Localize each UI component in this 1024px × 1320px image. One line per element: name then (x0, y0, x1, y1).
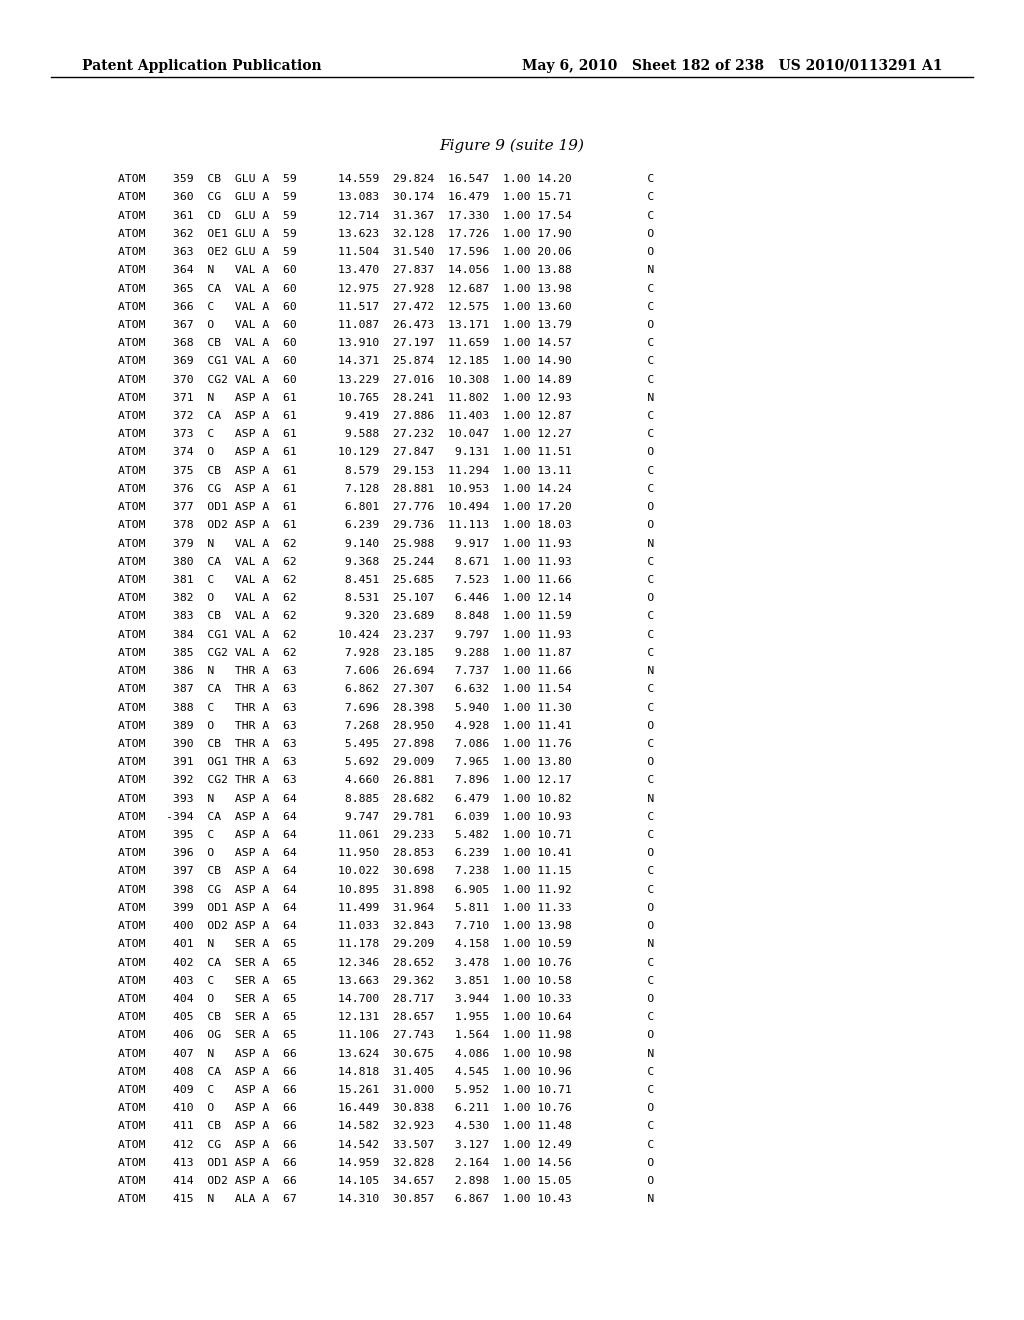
Text: ATOM   -394  CA  ASP A  64       9.747  29.781   6.039  1.00 10.93           C: ATOM -394 CA ASP A 64 9.747 29.781 6.039… (118, 812, 654, 822)
Text: ATOM    364  N   VAL A  60      13.470  27.837  14.056  1.00 13.88           N: ATOM 364 N VAL A 60 13.470 27.837 14.056… (118, 265, 654, 276)
Text: ATOM    385  CG2 VAL A  62       7.928  23.185   9.288  1.00 11.87           C: ATOM 385 CG2 VAL A 62 7.928 23.185 9.288… (118, 648, 654, 657)
Text: ATOM    366  C   VAL A  60      11.517  27.472  12.575  1.00 13.60           C: ATOM 366 C VAL A 60 11.517 27.472 12.575… (118, 302, 654, 312)
Text: ATOM    359  CB  GLU A  59      14.559  29.824  16.547  1.00 14.20           C: ATOM 359 CB GLU A 59 14.559 29.824 16.54… (118, 174, 654, 185)
Text: ATOM    414  OD2 ASP A  66      14.105  34.657   2.898  1.00 15.05           O: ATOM 414 OD2 ASP A 66 14.105 34.657 2.89… (118, 1176, 654, 1187)
Text: ATOM    412  CG  ASP A  66      14.542  33.507   3.127  1.00 12.49           C: ATOM 412 CG ASP A 66 14.542 33.507 3.127… (118, 1139, 654, 1150)
Text: ATOM    392  CG2 THR A  63       4.660  26.881   7.896  1.00 12.17           C: ATOM 392 CG2 THR A 63 4.660 26.881 7.896… (118, 775, 654, 785)
Text: ATOM    413  OD1 ASP A  66      14.959  32.828   2.164  1.00 14.56           O: ATOM 413 OD1 ASP A 66 14.959 32.828 2.16… (118, 1158, 654, 1168)
Text: ATOM    376  CG  ASP A  61       7.128  28.881  10.953  1.00 14.24           C: ATOM 376 CG ASP A 61 7.128 28.881 10.953… (118, 484, 654, 494)
Text: ATOM    401  N   SER A  65      11.178  29.209   4.158  1.00 10.59           N: ATOM 401 N SER A 65 11.178 29.209 4.158 … (118, 940, 654, 949)
Text: ATOM    408  CA  ASP A  66      14.818  31.405   4.545  1.00 10.96           C: ATOM 408 CA ASP A 66 14.818 31.405 4.545… (118, 1067, 654, 1077)
Text: ATOM    402  CA  SER A  65      12.346  28.652   3.478  1.00 10.76           C: ATOM 402 CA SER A 65 12.346 28.652 3.478… (118, 957, 654, 968)
Text: ATOM    400  OD2 ASP A  64      11.033  32.843   7.710  1.00 13.98           O: ATOM 400 OD2 ASP A 64 11.033 32.843 7.71… (118, 921, 654, 931)
Text: ATOM    410  O   ASP A  66      16.449  30.838   6.211  1.00 10.76           O: ATOM 410 O ASP A 66 16.449 30.838 6.211 … (118, 1104, 654, 1113)
Text: ATOM    370  CG2 VAL A  60      13.229  27.016  10.308  1.00 14.89           C: ATOM 370 CG2 VAL A 60 13.229 27.016 10.3… (118, 375, 654, 384)
Text: ATOM    406  OG  SER A  65      11.106  27.743   1.564  1.00 11.98           O: ATOM 406 OG SER A 65 11.106 27.743 1.564… (118, 1031, 654, 1040)
Text: ATOM    395  C   ASP A  64      11.061  29.233   5.482  1.00 10.71           C: ATOM 395 C ASP A 64 11.061 29.233 5.482 … (118, 830, 654, 840)
Text: ATOM    405  CB  SER A  65      12.131  28.657   1.955  1.00 10.64           C: ATOM 405 CB SER A 65 12.131 28.657 1.955… (118, 1012, 654, 1022)
Text: ATOM    360  CG  GLU A  59      13.083  30.174  16.479  1.00 15.71           C: ATOM 360 CG GLU A 59 13.083 30.174 16.47… (118, 193, 654, 202)
Text: ATOM    362  OE1 GLU A  59      13.623  32.128  17.726  1.00 17.90           O: ATOM 362 OE1 GLU A 59 13.623 32.128 17.7… (118, 228, 654, 239)
Text: ATOM    372  CA  ASP A  61       9.419  27.886  11.403  1.00 12.87           C: ATOM 372 CA ASP A 61 9.419 27.886 11.403… (118, 411, 654, 421)
Text: ATOM    371  N   ASP A  61      10.765  28.241  11.802  1.00 12.93           N: ATOM 371 N ASP A 61 10.765 28.241 11.802… (118, 393, 654, 403)
Text: ATOM    373  C   ASP A  61       9.588  27.232  10.047  1.00 12.27           C: ATOM 373 C ASP A 61 9.588 27.232 10.047 … (118, 429, 654, 440)
Text: ATOM    377  OD1 ASP A  61       6.801  27.776  10.494  1.00 17.20           O: ATOM 377 OD1 ASP A 61 6.801 27.776 10.49… (118, 502, 654, 512)
Text: ATOM    384  CG1 VAL A  62      10.424  23.237   9.797  1.00 11.93           C: ATOM 384 CG1 VAL A 62 10.424 23.237 9.79… (118, 630, 654, 640)
Text: ATOM    369  CG1 VAL A  60      14.371  25.874  12.185  1.00 14.90           C: ATOM 369 CG1 VAL A 60 14.371 25.874 12.1… (118, 356, 654, 367)
Text: Patent Application Publication: Patent Application Publication (82, 59, 322, 74)
Text: ATOM    381  C   VAL A  62       8.451  25.685   7.523  1.00 11.66           C: ATOM 381 C VAL A 62 8.451 25.685 7.523 1… (118, 576, 654, 585)
Text: ATOM    398  CG  ASP A  64      10.895  31.898   6.905  1.00 11.92           C: ATOM 398 CG ASP A 64 10.895 31.898 6.905… (118, 884, 654, 895)
Text: ATOM    382  O   VAL A  62       8.531  25.107   6.446  1.00 12.14           O: ATOM 382 O VAL A 62 8.531 25.107 6.446 1… (118, 593, 654, 603)
Text: ATOM    375  CB  ASP A  61       8.579  29.153  11.294  1.00 13.11           C: ATOM 375 CB ASP A 61 8.579 29.153 11.294… (118, 466, 654, 475)
Text: ATOM    390  CB  THR A  63       5.495  27.898   7.086  1.00 11.76           C: ATOM 390 CB THR A 63 5.495 27.898 7.086 … (118, 739, 654, 748)
Text: ATOM    403  C   SER A  65      13.663  29.362   3.851  1.00 10.58           C: ATOM 403 C SER A 65 13.663 29.362 3.851 … (118, 975, 654, 986)
Text: ATOM    407  N   ASP A  66      13.624  30.675   4.086  1.00 10.98           N: ATOM 407 N ASP A 66 13.624 30.675 4.086 … (118, 1048, 654, 1059)
Text: ATOM    404  O   SER A  65      14.700  28.717   3.944  1.00 10.33           O: ATOM 404 O SER A 65 14.700 28.717 3.944 … (118, 994, 654, 1005)
Text: ATOM    380  CA  VAL A  62       9.368  25.244   8.671  1.00 11.93           C: ATOM 380 CA VAL A 62 9.368 25.244 8.671 … (118, 557, 654, 566)
Text: ATOM    363  OE2 GLU A  59      11.504  31.540  17.596  1.00 20.06           O: ATOM 363 OE2 GLU A 59 11.504 31.540 17.5… (118, 247, 654, 257)
Text: ATOM    386  N   THR A  63       7.606  26.694   7.737  1.00 11.66           N: ATOM 386 N THR A 63 7.606 26.694 7.737 1… (118, 667, 654, 676)
Text: ATOM    393  N   ASP A  64       8.885  28.682   6.479  1.00 10.82           N: ATOM 393 N ASP A 64 8.885 28.682 6.479 1… (118, 793, 654, 804)
Text: ATOM    361  CD  GLU A  59      12.714  31.367  17.330  1.00 17.54           C: ATOM 361 CD GLU A 59 12.714 31.367 17.33… (118, 211, 654, 220)
Text: ATOM    397  CB  ASP A  64      10.022  30.698   7.238  1.00 11.15           C: ATOM 397 CB ASP A 64 10.022 30.698 7.238… (118, 866, 654, 876)
Text: ATOM    383  CB  VAL A  62       9.320  23.689   8.848  1.00 11.59           C: ATOM 383 CB VAL A 62 9.320 23.689 8.848 … (118, 611, 654, 622)
Text: ATOM    367  O   VAL A  60      11.087  26.473  13.171  1.00 13.79           O: ATOM 367 O VAL A 60 11.087 26.473 13.171… (118, 319, 654, 330)
Text: ATOM    368  CB  VAL A  60      13.910  27.197  11.659  1.00 14.57           C: ATOM 368 CB VAL A 60 13.910 27.197 11.65… (118, 338, 654, 348)
Text: ATOM    396  O   ASP A  64      11.950  28.853   6.239  1.00 10.41           O: ATOM 396 O ASP A 64 11.950 28.853 6.239 … (118, 849, 654, 858)
Text: May 6, 2010   Sheet 182 of 238   US 2010/0113291 A1: May 6, 2010 Sheet 182 of 238 US 2010/011… (521, 59, 942, 74)
Text: ATOM    399  OD1 ASP A  64      11.499  31.964   5.811  1.00 11.33           O: ATOM 399 OD1 ASP A 64 11.499 31.964 5.81… (118, 903, 654, 913)
Text: ATOM    378  OD2 ASP A  61       6.239  29.736  11.113  1.00 18.03           O: ATOM 378 OD2 ASP A 61 6.239 29.736 11.11… (118, 520, 654, 531)
Text: ATOM    374  O   ASP A  61      10.129  27.847   9.131  1.00 11.51           O: ATOM 374 O ASP A 61 10.129 27.847 9.131 … (118, 447, 654, 458)
Text: Figure 9 (suite 19): Figure 9 (suite 19) (439, 139, 585, 153)
Text: ATOM    415  N   ALA A  67      14.310  30.857   6.867  1.00 10.43           N: ATOM 415 N ALA A 67 14.310 30.857 6.867 … (118, 1195, 654, 1204)
Text: ATOM    391  OG1 THR A  63       5.692  29.009   7.965  1.00 13.80           O: ATOM 391 OG1 THR A 63 5.692 29.009 7.965… (118, 758, 654, 767)
Text: ATOM    411  CB  ASP A  66      14.582  32.923   4.530  1.00 11.48           C: ATOM 411 CB ASP A 66 14.582 32.923 4.530… (118, 1122, 654, 1131)
Text: ATOM    379  N   VAL A  62       9.140  25.988   9.917  1.00 11.93           N: ATOM 379 N VAL A 62 9.140 25.988 9.917 1… (118, 539, 654, 549)
Text: ATOM    388  C   THR A  63       7.696  28.398   5.940  1.00 11.30           C: ATOM 388 C THR A 63 7.696 28.398 5.940 1… (118, 702, 654, 713)
Text: ATOM    409  C   ASP A  66      15.261  31.000   5.952  1.00 10.71           C: ATOM 409 C ASP A 66 15.261 31.000 5.952 … (118, 1085, 654, 1096)
Text: ATOM    389  O   THR A  63       7.268  28.950   4.928  1.00 11.41           O: ATOM 389 O THR A 63 7.268 28.950 4.928 1… (118, 721, 654, 731)
Text: ATOM    365  CA  VAL A  60      12.975  27.928  12.687  1.00 13.98           C: ATOM 365 CA VAL A 60 12.975 27.928 12.68… (118, 284, 654, 293)
Text: ATOM    387  CA  THR A  63       6.862  27.307   6.632  1.00 11.54           C: ATOM 387 CA THR A 63 6.862 27.307 6.632 … (118, 684, 654, 694)
